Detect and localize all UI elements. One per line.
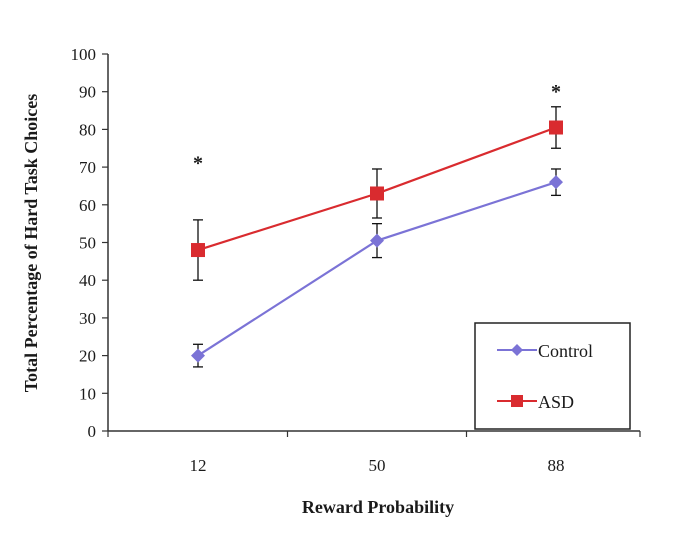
error-bars — [193, 106, 561, 368]
y-tick-label: 70 — [79, 158, 96, 177]
x-tick-label: 50 — [369, 456, 386, 475]
legend-box — [474, 322, 631, 430]
tick-labels: 0 10 20 30 40 50 60 70 80 90 100 12 50 88 — [71, 45, 565, 475]
axes — [102, 53, 641, 437]
x-tick-label: 88 — [548, 456, 565, 475]
data-point-asd — [191, 243, 205, 258]
significance-marker: * — [193, 153, 203, 175]
legend: Control ASD — [474, 322, 631, 430]
data-point-control — [370, 233, 384, 248]
y-tick-label: 20 — [79, 347, 96, 366]
x-tick-label: 12 — [190, 456, 207, 475]
y-tick-label: 80 — [79, 120, 96, 139]
y-tick-label: 50 — [79, 234, 96, 253]
legend-asd-marker — [511, 395, 523, 407]
legend-asd-label: ASD — [538, 392, 574, 412]
legend-control-label: Control — [538, 341, 593, 361]
y-tick-label: 0 — [88, 422, 97, 441]
y-tick-label: 10 — [79, 384, 96, 403]
significance-marker: * — [551, 81, 561, 103]
y-tick-label: 30 — [79, 309, 96, 328]
y-axis-title: Total Percentage of Hard Task Choices — [21, 94, 41, 393]
x-axis-title: Reward Probability — [302, 497, 454, 517]
y-tick-label: 60 — [79, 196, 96, 215]
series-markers — [191, 120, 563, 363]
data-point-control — [549, 175, 563, 190]
data-point-control — [191, 348, 205, 363]
legend-control-marker — [511, 344, 523, 356]
y-tick-label: 100 — [71, 45, 97, 64]
data-point-asd — [549, 120, 563, 135]
annotations: ** — [193, 81, 561, 175]
data-point-asd — [370, 186, 384, 201]
y-tick-label: 90 — [79, 83, 96, 102]
y-tick-label: 40 — [79, 271, 96, 290]
